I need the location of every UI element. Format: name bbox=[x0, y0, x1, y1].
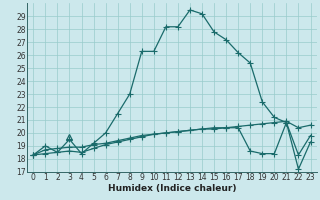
X-axis label: Humidex (Indice chaleur): Humidex (Indice chaleur) bbox=[108, 184, 236, 193]
